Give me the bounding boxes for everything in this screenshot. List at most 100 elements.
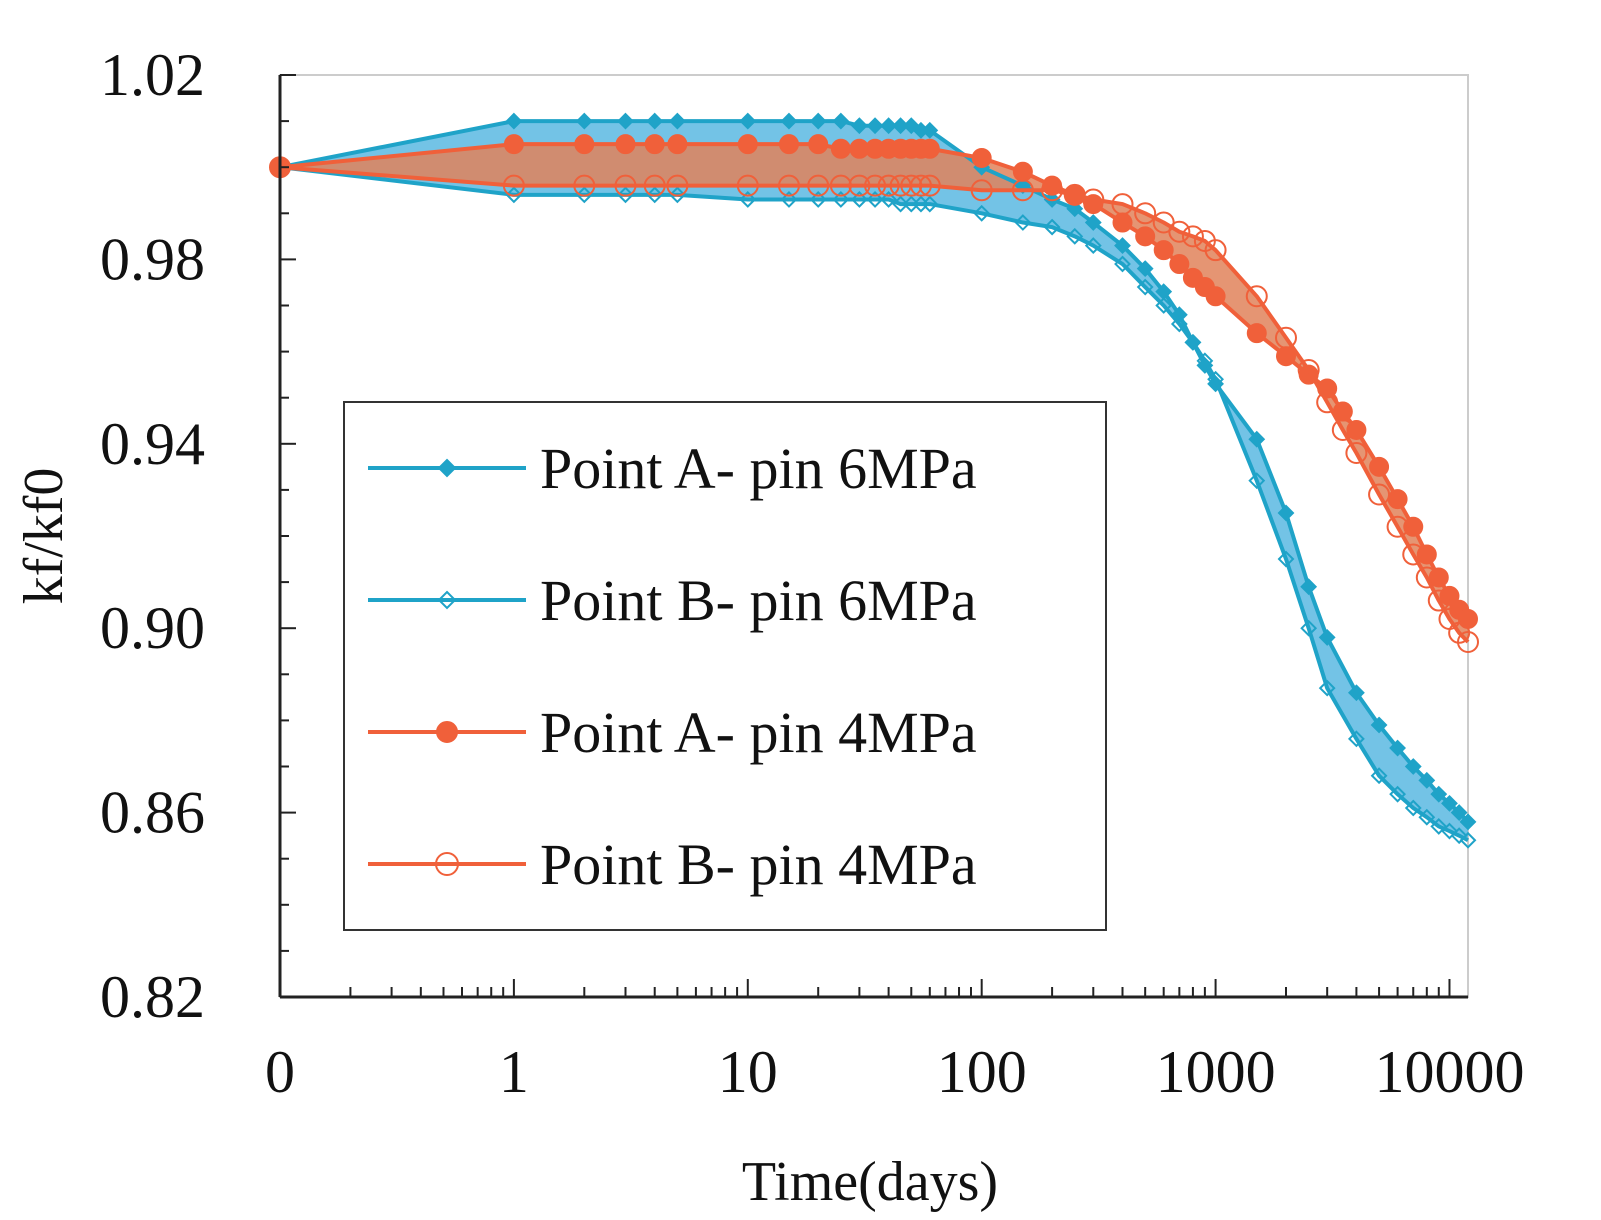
series-1-point-25 bbox=[1170, 315, 1188, 333]
series-1-point-17 bbox=[973, 204, 991, 222]
series-1-point-28 bbox=[1207, 370, 1224, 388]
series-3-point-34 bbox=[1345, 442, 1368, 465]
series-2-point-42 bbox=[1458, 608, 1478, 629]
series-0-point-32 bbox=[1318, 629, 1336, 646]
legend-marker-0 bbox=[437, 458, 457, 478]
series-1-point-2 bbox=[575, 186, 593, 204]
series-1-point-34 bbox=[1370, 767, 1388, 785]
y-tick-label-1: 0.86 bbox=[100, 780, 205, 846]
series-0-point-39 bbox=[1441, 794, 1458, 812]
series-3-point-33 bbox=[1331, 418, 1354, 441]
series-1-point-5 bbox=[668, 186, 686, 204]
series-1-point-35 bbox=[1389, 785, 1407, 803]
series-3-line bbox=[279, 165, 1470, 644]
series-0-point-6 bbox=[739, 112, 757, 130]
x-tick-label-1: 1 bbox=[499, 1039, 529, 1105]
y-tick-label-2: 0.90 bbox=[100, 595, 205, 661]
series-3-point-42 bbox=[1457, 631, 1479, 654]
series-0-point-16 bbox=[921, 121, 939, 139]
series-3-point-15 bbox=[909, 174, 932, 197]
series-3-point-39 bbox=[1427, 589, 1450, 612]
series-3-point-23 bbox=[1134, 202, 1157, 225]
series-3-point-8 bbox=[807, 174, 830, 197]
series-1-point-4 bbox=[646, 186, 664, 204]
series-3-point-28 bbox=[1204, 239, 1227, 262]
series-2-point-8 bbox=[808, 134, 829, 155]
series-2-point-6 bbox=[737, 134, 758, 155]
legend-label-1: Point B- pin 6MPa bbox=[540, 568, 977, 633]
series-0-point-29 bbox=[1248, 430, 1266, 448]
series-3-point-6 bbox=[736, 174, 759, 197]
series-0-point-3 bbox=[617, 112, 634, 130]
series-2-point-36 bbox=[1387, 489, 1408, 510]
series-0-point-23 bbox=[1136, 260, 1154, 278]
series-3-point-18 bbox=[1011, 179, 1034, 202]
series-3-point-5 bbox=[666, 174, 689, 197]
series-1-point-7 bbox=[780, 191, 798, 208]
series-0-point-34 bbox=[1370, 716, 1388, 734]
series-2-point-35 bbox=[1369, 456, 1390, 477]
series-2-point-25 bbox=[1169, 254, 1190, 275]
series-0-point-22 bbox=[1114, 237, 1131, 254]
series-1-point-38 bbox=[1430, 818, 1448, 835]
series-3-point-29 bbox=[1245, 285, 1268, 308]
series-0-point-12 bbox=[880, 117, 898, 135]
series-3-point-25 bbox=[1168, 220, 1191, 243]
series-0-point-11 bbox=[866, 117, 884, 135]
series-3-point-10 bbox=[848, 174, 871, 197]
series-2-point-23 bbox=[1135, 226, 1156, 247]
series-2-point-16 bbox=[919, 138, 940, 159]
series-2-point-39 bbox=[1428, 567, 1449, 588]
series-1-point-33 bbox=[1347, 730, 1365, 748]
legend-box bbox=[343, 401, 1107, 931]
series-3-point-9 bbox=[829, 174, 852, 197]
series-1-point-10 bbox=[850, 191, 868, 208]
series-3-point-11 bbox=[864, 174, 887, 197]
series-3-point-38 bbox=[1415, 566, 1438, 589]
series-1-point-18 bbox=[1014, 214, 1032, 231]
series-3-point-12 bbox=[877, 174, 900, 197]
series-0-point-2 bbox=[575, 112, 593, 130]
series-3-point-35 bbox=[1368, 483, 1391, 506]
series-1-point-23 bbox=[1136, 278, 1154, 296]
series-1-point-19 bbox=[1043, 218, 1061, 236]
series-3-point-16 bbox=[918, 174, 941, 197]
series-0-point-30 bbox=[1277, 504, 1295, 522]
x-tick-label-4: 1000 bbox=[1156, 1039, 1276, 1105]
series-1-point-16 bbox=[921, 195, 939, 213]
legend: Point A- pin 6MPa Point B- pin 6MPa Point … bbox=[343, 401, 1107, 931]
x-axis-title: Time(days) bbox=[742, 1151, 998, 1213]
series-0-point-21 bbox=[1084, 214, 1102, 231]
series-2-point-5 bbox=[667, 134, 688, 155]
series-0-point-10 bbox=[850, 117, 868, 135]
y-tick-label-5: 1.02 bbox=[100, 42, 205, 108]
series-0-point-33 bbox=[1347, 684, 1365, 702]
series-1-point-9 bbox=[832, 191, 850, 208]
series-1-point-1 bbox=[505, 186, 523, 204]
series-1-point-21 bbox=[1084, 237, 1102, 254]
y-axis-title: kf/kf0 bbox=[13, 468, 75, 605]
series-2-point-17 bbox=[971, 147, 992, 168]
y-tick-label-0: 0.82 bbox=[100, 964, 205, 1030]
series-1-point-40 bbox=[1450, 827, 1468, 845]
series-0-point-4 bbox=[646, 112, 664, 130]
axes-layer: 0.82 0.86 0.90 0.94 0.98 1.02 0 1 10 100 1000 10000 bbox=[100, 42, 1524, 1105]
series-3-point-4 bbox=[643, 174, 666, 197]
series-0-point-37 bbox=[1418, 771, 1436, 789]
x-tick-label-2: 10 bbox=[718, 1039, 778, 1105]
series-0-point-40 bbox=[1450, 804, 1468, 822]
series-2-point-40 bbox=[1439, 585, 1460, 606]
series-1-point-30 bbox=[1277, 550, 1295, 568]
series-1-point-36 bbox=[1404, 799, 1422, 817]
series-2-point-7 bbox=[778, 134, 799, 155]
series-1-point-31 bbox=[1300, 619, 1318, 637]
x-tick-label-3: 100 bbox=[937, 1039, 1027, 1105]
legend-label-2: Point A- pin 4MPa bbox=[540, 700, 977, 765]
series-0-point-5 bbox=[668, 112, 686, 130]
series-0-point-31 bbox=[1300, 578, 1318, 596]
series-2-point-29 bbox=[1246, 323, 1267, 344]
series-3-point-17 bbox=[970, 179, 993, 202]
series-1-point-12 bbox=[880, 191, 898, 208]
series-0-point-35 bbox=[1389, 739, 1407, 757]
series-1-point-29 bbox=[1248, 472, 1266, 490]
